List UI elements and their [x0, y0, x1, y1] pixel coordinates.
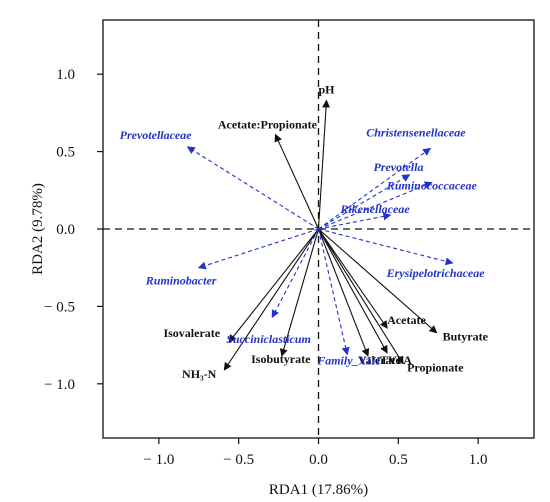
taxa-arrow-succiniclasticum — [271, 228, 319, 319]
taxa-arrow-prevotellaceae — [186, 146, 319, 230]
taxa-label-ruminobacter: Ruminobacter — [145, 274, 217, 288]
x-tick-label: 0.5 — [389, 452, 408, 468]
env-arrow-butyrate — [318, 228, 438, 334]
env-label-butyrate: Butyrate — [443, 330, 489, 344]
y-tick-label: − 1.0 — [44, 377, 75, 393]
x-tick-label: − 0.5 — [223, 452, 254, 468]
env-label-propionate: Propionate — [407, 361, 464, 375]
taxa-arrow-erysipelotrichaceae — [318, 228, 454, 266]
x-tick-label: 1.0 — [469, 452, 488, 468]
taxa-arrow-prevotella — [318, 174, 411, 230]
taxa-arrow-family-xiii — [317, 228, 350, 356]
y-axis-label: RDA2 (9.78%) — [30, 183, 46, 275]
taxa-label-family-xiii: Family_XIII — [316, 353, 382, 367]
env-arrow-acetate — [318, 228, 388, 329]
env-arrow-ph — [317, 99, 331, 230]
x-tick-label: − 1.0 — [143, 452, 174, 468]
taxa-label-ruminococcaceae: Ruminococcaceae — [386, 179, 478, 193]
env-label-isobutyrate: Isobutyrate — [251, 352, 311, 366]
env-label-isovalerate: Isovalerate — [163, 326, 220, 340]
taxa-label-prevotella: Prevotella — [373, 160, 423, 174]
y-tick-label: − 0.5 — [44, 299, 75, 315]
env-label-acetate: Acetate — [387, 313, 426, 327]
env-label-valerate: Valerate — [358, 353, 402, 367]
taxa-label-prevotellaceae: Prevotellaceae — [120, 128, 193, 142]
env-label-ph: pH — [318, 83, 335, 97]
taxa-label-christensenellaceae: Christensenellaceae — [366, 125, 466, 139]
env-arrow-propionate — [318, 228, 404, 365]
y-tick-label: 0.5 — [56, 145, 75, 161]
env-label-nh-n: NH₃-N — [182, 367, 217, 381]
env-arrow-tvfa — [318, 228, 388, 354]
env-arrow-valerate — [317, 228, 370, 357]
env-label-acetate-propionate: Acetate:Propionate — [218, 118, 318, 132]
taxa-label-rikenellaceae: Rikenellaceae — [339, 202, 410, 216]
x-axis-label: RDA1 (17.86%) — [269, 482, 368, 498]
env-arrow-isobutyrate — [279, 228, 320, 357]
y-tick-label: 1.0 — [56, 67, 75, 83]
env-arrow-isovalerate — [228, 228, 319, 343]
x-tick-label: 0.0 — [309, 452, 328, 468]
taxa-label-succiniclasticum: Succiniclasticum — [226, 332, 311, 346]
taxa-arrow-rikenellaceae — [318, 212, 392, 230]
taxa-label-erysipelotrichaceae: Erysipelotrichaceae — [386, 266, 486, 280]
env-arrow-nh-n — [223, 228, 319, 371]
env-arrow-acetate-propionate — [274, 133, 320, 230]
taxa-arrow-ruminobacter — [197, 228, 319, 270]
y-tick-label: 0.0 — [56, 222, 75, 238]
taxa-arrow-christensenellaceae — [318, 147, 432, 230]
